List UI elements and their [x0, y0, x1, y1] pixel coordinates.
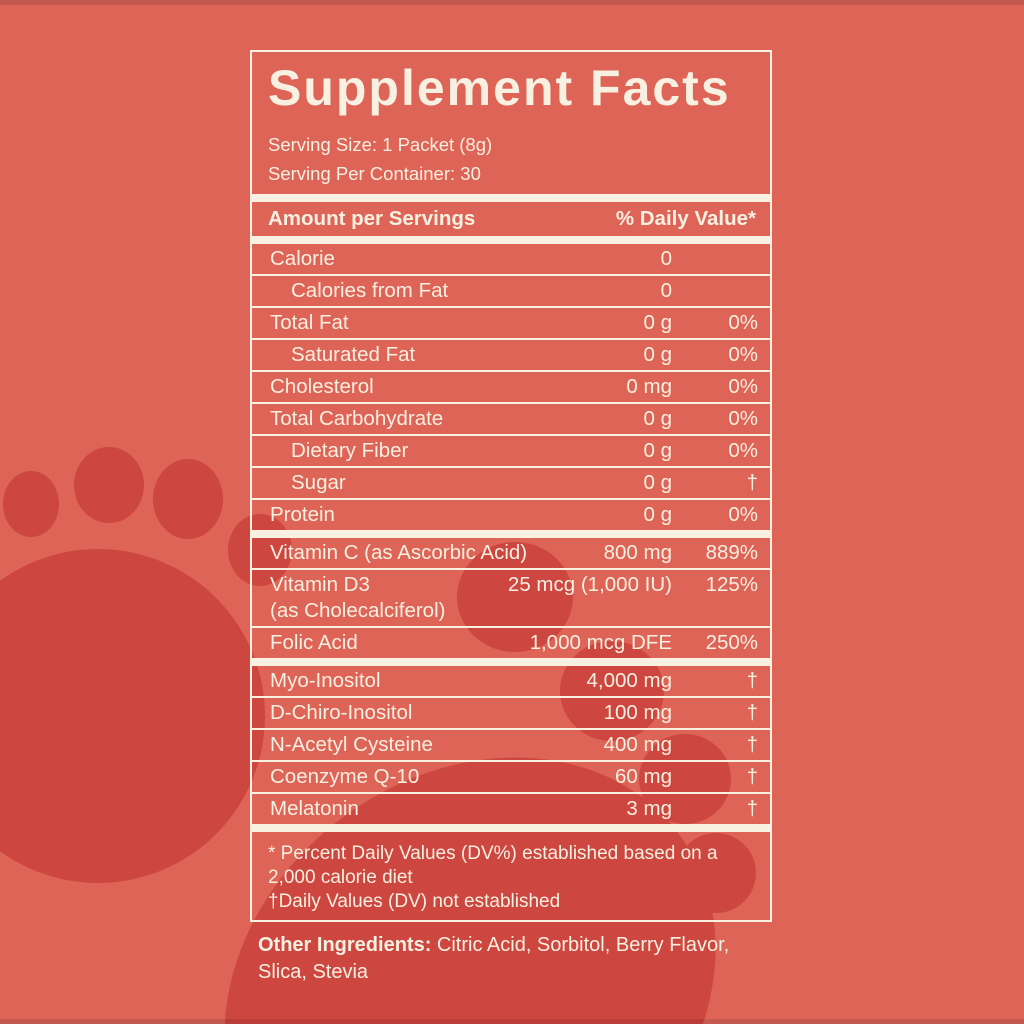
- nutrient-amount: 1,000 mcg DFE: [529, 631, 672, 654]
- nutrient-label: Sugar: [291, 471, 346, 494]
- nutrient-amount: 3 mg: [626, 797, 672, 820]
- nutrient-amount: 4,000 mg: [586, 669, 672, 692]
- nutrient-amount: 0 g: [643, 503, 673, 526]
- nutrient-row: Total Fat 0 g 0%: [252, 306, 770, 338]
- nutrient-amount: 0: [660, 247, 672, 270]
- nutrient-daily-value: 0%: [728, 439, 758, 462]
- nutrient-amount: 0 g: [643, 471, 673, 494]
- amount-header: Amount per Servings: [268, 207, 476, 230]
- nutrient-row: Total Carbohydrate 0 g 0%: [252, 402, 770, 434]
- servings-per-container: Serving Per Container: 30: [268, 163, 481, 184]
- nutrient-amount: 0 g: [643, 407, 673, 430]
- nutrient-daily-value: †: [746, 765, 758, 788]
- nutrient-label: N-Acetyl Cysteine: [270, 733, 433, 756]
- nutrient-daily-value: 125%: [705, 573, 758, 596]
- supplement-facts-panel: Supplement Facts Serving Size: 1 Packet …: [250, 50, 772, 922]
- nutrient-row: Dietary Fiber 0 g 0%: [252, 434, 770, 466]
- nutrient-daily-value: †: [746, 797, 758, 820]
- nutrient-row: Sugar 0 g †: [252, 466, 770, 498]
- nutrient-row: Saturated Fat 0 g 0%: [252, 338, 770, 370]
- serving-size: Serving Size: 1 Packet (8g): [268, 134, 493, 155]
- nutrient-row: Coenzyme Q-10 60 mg †: [252, 760, 770, 792]
- other-ingredients-label: Other Ingredients:: [258, 934, 432, 956]
- nutrient-daily-value: †: [746, 701, 758, 724]
- nutrient-amount: 100 mg: [603, 701, 672, 724]
- nutrient-amount: 25 mcg (1,000 IU): [507, 573, 672, 596]
- bottom-edge-shade: [0, 1019, 1024, 1024]
- nutrient-row: Melatonin 3 mg †: [252, 792, 770, 824]
- nutrient-label: Total Carbohydrate: [270, 407, 444, 430]
- nutrient-daily-value: 250%: [705, 631, 758, 654]
- thick-divider: [252, 530, 770, 538]
- nutrient-label: Total Fat: [270, 311, 349, 334]
- thick-divider: [252, 236, 770, 244]
- nutrient-row: Myo-Inositol 4,000 mg †: [252, 666, 770, 696]
- nutrient-row: Vitamin C (as Ascorbic Acid) 800 mg 889%: [252, 538, 770, 568]
- nutrient-label: Protein: [270, 503, 335, 526]
- nutrient-row: Calorie 0: [252, 244, 770, 274]
- nutrient-amount: 400 mg: [603, 733, 672, 756]
- nutrient-amount: 60 mg: [615, 765, 672, 788]
- nutrient-row: Cholesterol 0 mg 0%: [252, 370, 770, 402]
- nutrient-amount: 0: [660, 279, 672, 302]
- nutrient-amount: 800 mg: [603, 541, 672, 564]
- nutrient-row: Folic Acid 1,000 mcg DFE 250%: [252, 626, 770, 658]
- nutrient-label: Coenzyme Q-10: [270, 765, 420, 788]
- nutrient-label: Calorie: [270, 247, 335, 270]
- footnotes: * Percent Daily Values (DV%) established…: [252, 832, 770, 914]
- nutrient-label: Vitamin D3: [270, 573, 370, 596]
- nutrient-label: Dietary Fiber: [291, 439, 409, 462]
- nutrient-daily-value: †: [746, 471, 758, 494]
- nutrient-daily-value: †: [746, 669, 758, 692]
- nutrient-daily-value: 0%: [728, 503, 758, 526]
- other-ingredients-text: Citric Acid, Sorbitol, Berry Flavor, Sli…: [258, 934, 730, 983]
- top-edge-shade: [0, 0, 1024, 5]
- footnote-line: †Daily Values (DV) not established: [268, 891, 561, 912]
- thick-divider: [252, 824, 770, 832]
- nutrient-label: D-Chiro-Inositol: [270, 701, 413, 724]
- nutrient-daily-value: 0%: [728, 343, 758, 366]
- panel-title: Supplement Facts: [268, 60, 731, 116]
- nutrient-daily-value: †: [746, 733, 758, 756]
- nutrient-row: N-Acetyl Cysteine 400 mg †: [252, 728, 770, 760]
- thick-divider: [252, 658, 770, 666]
- nutrient-amount: 0 mg: [626, 375, 672, 398]
- nutrient-amount: 0 g: [643, 311, 673, 334]
- nutrient-sublabel: (as Cholecalciferol): [270, 599, 446, 622]
- nutrient-label: Saturated Fat: [291, 343, 416, 366]
- serving-info: Serving Size: 1 Packet (8g) Serving Per …: [268, 130, 770, 188]
- nutrient-daily-value: 0%: [728, 311, 758, 334]
- facts-rows: Calorie 0 Calories from Fat 0 Total Fat 0 g 0%…: [252, 244, 770, 832]
- nutrient-row: Vitamin D3 25 mcg (1,000 IU) 125% (as Chole…: [252, 568, 770, 626]
- nutrient-daily-value: 0%: [728, 375, 758, 398]
- nutrient-amount: 0 g: [643, 343, 673, 366]
- nutrient-label: Cholesterol: [270, 375, 374, 398]
- nutrient-label: Calories from Fat: [291, 279, 449, 302]
- nutrient-row: Protein 0 g 0%: [252, 498, 770, 530]
- daily-value-header: % Daily Value*: [615, 207, 756, 230]
- nutrient-label: Myo-Inositol: [270, 669, 381, 692]
- nutrient-daily-value: 889%: [705, 541, 758, 564]
- nutrient-label: Vitamin C (as Ascorbic Acid): [270, 541, 528, 564]
- nutrient-label: Folic Acid: [270, 631, 358, 654]
- thick-divider: [252, 194, 770, 202]
- nutrient-label: Melatonin: [270, 797, 359, 820]
- other-ingredients: Other Ingredients: Citric Acid, Sorbitol…: [258, 932, 782, 986]
- nutrient-amount: 0 g: [643, 439, 673, 462]
- footnote-line: 2,000 calorie diet: [268, 867, 413, 888]
- nutrient-row: D-Chiro-Inositol 100 mg †: [252, 696, 770, 728]
- table-header: Amount per Servings % Daily Value*: [252, 202, 770, 236]
- footnote-line: * Percent Daily Values (DV%) established…: [268, 843, 718, 864]
- nutrient-daily-value: 0%: [728, 407, 758, 430]
- nutrient-row: Calories from Fat 0: [252, 274, 770, 306]
